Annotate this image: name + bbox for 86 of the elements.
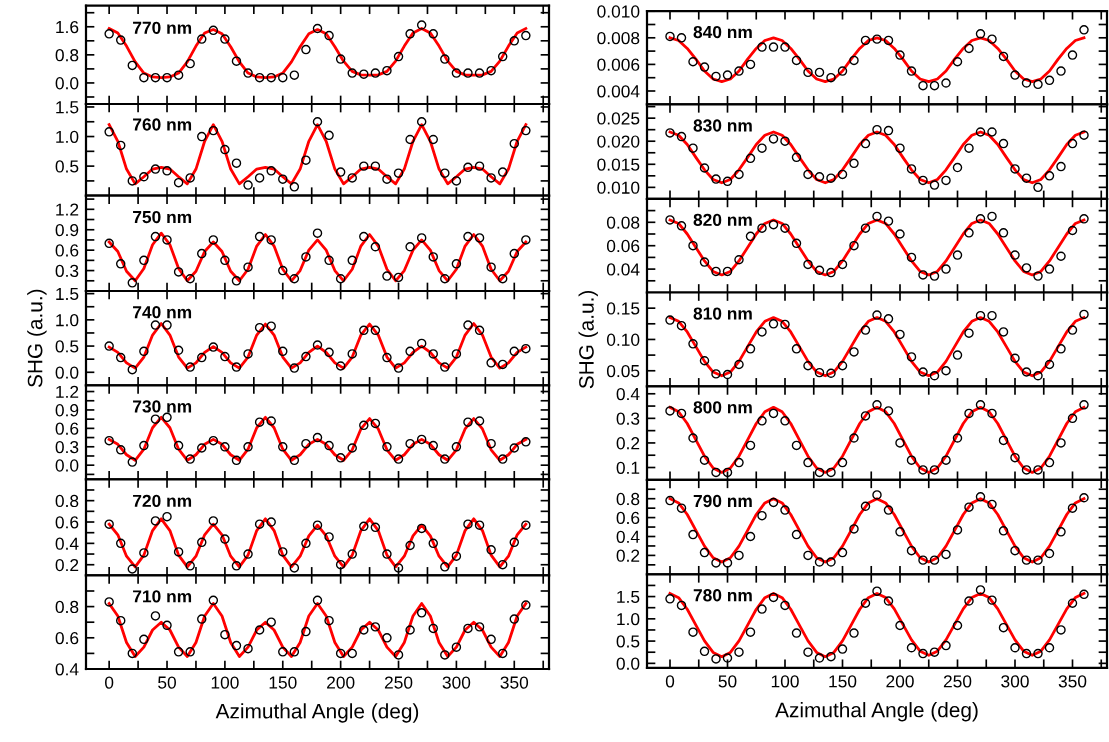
- y-tick-label: 0.8: [55, 494, 79, 508]
- x-tick-label: 350: [1058, 675, 1087, 688]
- y-tick-label: 0.06: [606, 239, 640, 253]
- y-tick-label: 0.0: [55, 77, 79, 90]
- y-tick-label: 0.008: [597, 31, 640, 45]
- y-axis-title: SHG (a.u.): [578, 290, 598, 389]
- y-tick-label: 0.05: [606, 364, 640, 378]
- y-tick-label: 0.0: [55, 366, 79, 379]
- annotation: 760 nm: [133, 118, 192, 131]
- annotation: 800 nm: [693, 401, 752, 414]
- y-tick-label: 0.6: [55, 516, 79, 529]
- x-tick-label: 200: [886, 675, 914, 688]
- y-tick-label: 0.4: [55, 537, 79, 550]
- annotation: 780 nm: [693, 589, 752, 602]
- y-tick-label: 0.4: [616, 387, 640, 401]
- x-tick-label: 100: [771, 675, 799, 688]
- y-tick-label: 1.0: [56, 130, 79, 143]
- y-tick-label: 0.006: [597, 58, 640, 71]
- y-tick-label: 0.5: [55, 340, 79, 353]
- y-tick-label: 0.15: [606, 302, 640, 315]
- y-axis-title: SHG (a.u.): [27, 289, 47, 388]
- y-tick-label: 0.010: [597, 5, 640, 18]
- y-tick-label: 1.5: [56, 287, 79, 301]
- y-tick-label: 0.8: [55, 49, 79, 62]
- y-tick-label: 0.010: [597, 181, 640, 194]
- annotation: 720 nm: [133, 494, 192, 508]
- x-tick-label: 300: [1001, 675, 1029, 688]
- y-tick-label: 0.0: [616, 657, 640, 670]
- y-tick-label: 0.2: [616, 549, 640, 562]
- y-tick-label: 0.004: [597, 85, 640, 98]
- x-axis-title: Azimuthal Angle (deg): [775, 702, 978, 722]
- y-tick-label: 1.0: [617, 612, 640, 626]
- y-tick-label: 0.08: [606, 216, 640, 229]
- x-tick-label: 50: [718, 675, 737, 688]
- annotation: 770 nm: [133, 21, 192, 34]
- x-tick-label: 250: [384, 676, 413, 689]
- annotation: 730 nm: [133, 400, 192, 413]
- annotation: 710 nm: [133, 590, 192, 603]
- y-tick-label: 1.2: [56, 385, 79, 398]
- y-tick-label: 0.025: [597, 112, 640, 125]
- y-tick-label: 0.8: [616, 492, 640, 506]
- annotation: 740 nm: [133, 306, 192, 319]
- x-tick-label: 50: [158, 676, 176, 689]
- y-tick-label: 0.10: [606, 333, 640, 346]
- x-tick-label: 350: [500, 676, 529, 689]
- y-tick-label: 0.8: [55, 600, 79, 614]
- y-tick-label: 1.5: [56, 101, 79, 114]
- x-tick-label: 200: [327, 676, 355, 689]
- annotation: 750 nm: [133, 210, 192, 224]
- annotation: 810 nm: [693, 307, 752, 320]
- y-tick-label: 1.5: [617, 590, 640, 604]
- x-tick-label: 300: [442, 676, 471, 689]
- annotation: 840 nm: [693, 25, 752, 39]
- y-tick-label: 0.0: [55, 459, 79, 472]
- annotation: 790 nm: [693, 494, 752, 508]
- y-tick-label: 0.6: [55, 244, 79, 257]
- x-tick-label: 250: [943, 675, 972, 688]
- x-tick-label: 0: [665, 675, 675, 688]
- y-tick-label: 0.2: [616, 437, 640, 450]
- y-tick-label: 0.5: [616, 635, 640, 648]
- x-axis-title: Azimuthal Angle (deg): [215, 703, 419, 723]
- y-tick-label: 0.3: [55, 440, 79, 454]
- y-tick-label: 0.1: [616, 461, 640, 474]
- y-tick-label: 0.4: [55, 663, 79, 676]
- annotation: 830 nm: [693, 119, 752, 132]
- y-tick-label: 0.3: [55, 264, 79, 278]
- y-tick-label: 0.015: [597, 158, 640, 171]
- y-tick-label: 0.6: [55, 631, 79, 645]
- annotation: 820 nm: [693, 213, 752, 227]
- y-tick-label: 0.5: [55, 160, 79, 173]
- y-tick-label: 0.020: [597, 135, 640, 148]
- y-tick-label: 0.4: [616, 530, 640, 543]
- y-tick-label: 1.6: [56, 20, 79, 34]
- x-tick-label: 150: [269, 676, 297, 689]
- x-tick-label: 0: [105, 676, 114, 689]
- y-tick-label: 0.04: [606, 263, 640, 276]
- x-tick-label: 100: [211, 676, 239, 689]
- y-tick-label: 0.9: [55, 223, 79, 237]
- y-tick-label: 0.2: [55, 558, 79, 572]
- y-tick-label: 0.3: [616, 412, 640, 425]
- y-tick-label: 1.2: [56, 203, 79, 216]
- y-tick-label: 0.6: [616, 511, 640, 525]
- y-tick-label: 0.9: [55, 404, 79, 417]
- x-tick-label: 150: [829, 675, 857, 688]
- y-tick-label: 1.0: [56, 314, 79, 327]
- y-tick-label: 0.6: [55, 422, 79, 435]
